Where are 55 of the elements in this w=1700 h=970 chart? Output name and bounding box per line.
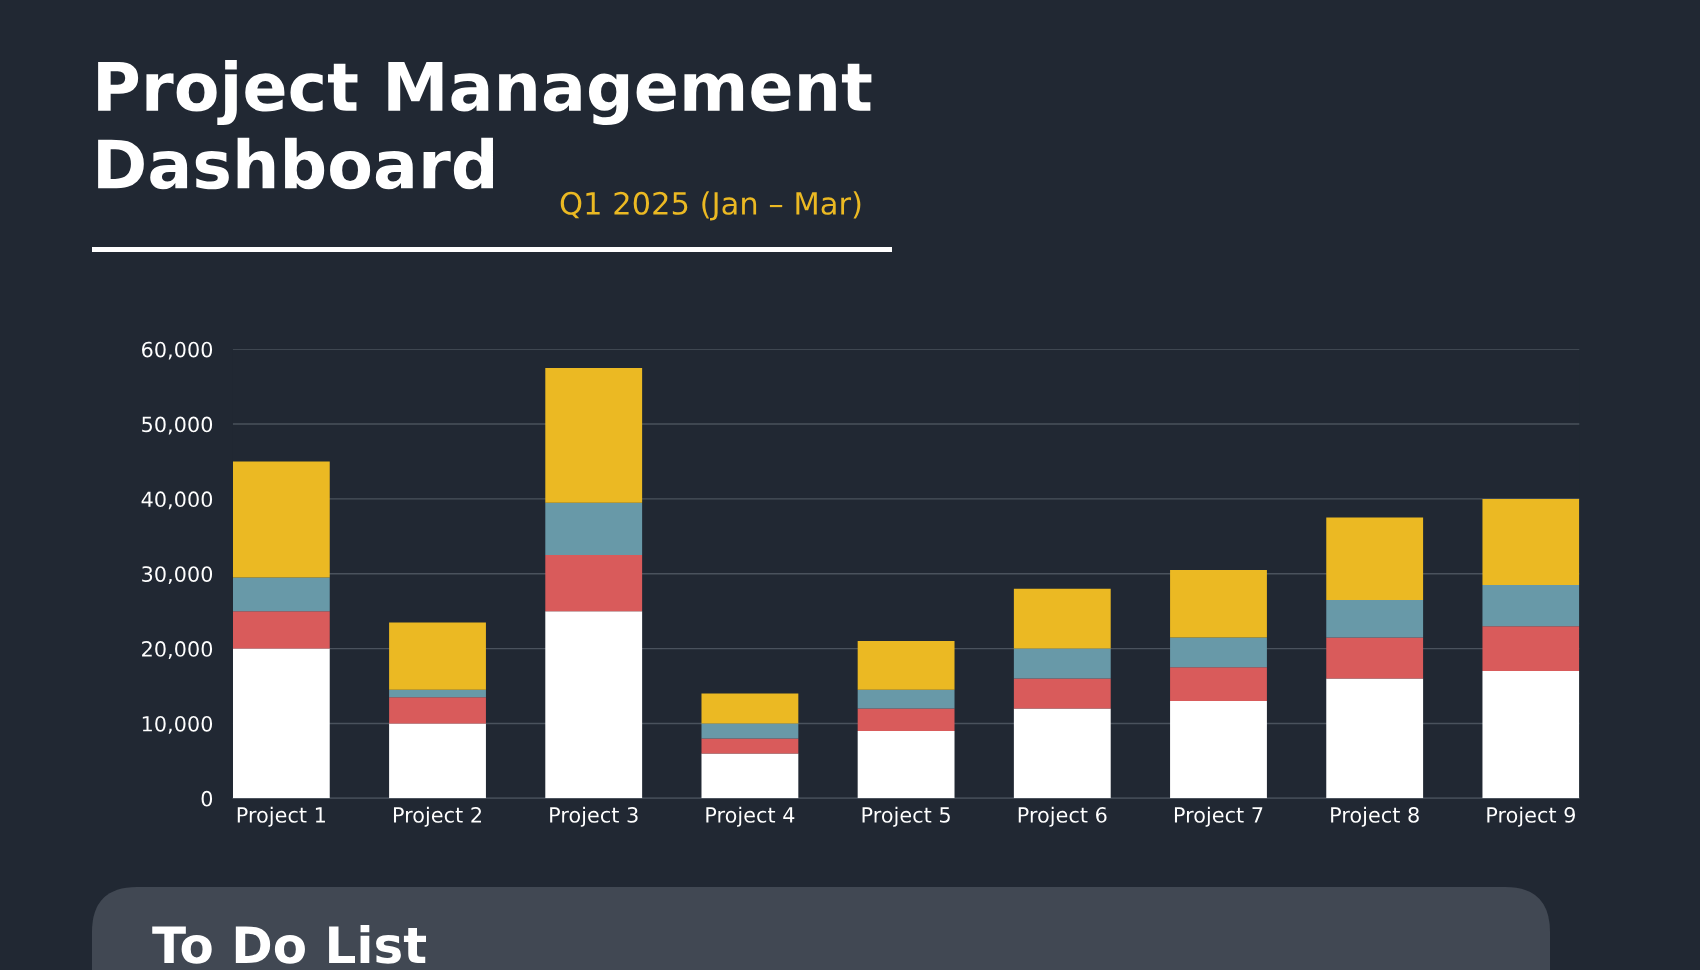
x-tick-label: Project 4: [706, 806, 795, 827]
bar: [1482, 671, 1580, 799]
x-tick-label: Project 8: [1331, 806, 1419, 827]
bar: [1170, 701, 1267, 799]
bar: [545, 367, 643, 503]
bar: [232, 461, 330, 578]
y-tick-label: 40,000: [141, 491, 213, 510]
x-tick-label: Project 3: [550, 806, 638, 827]
bar: [857, 730, 955, 799]
bar: [1326, 678, 1424, 799]
chart-subtitle: Q1 2025 (Jan – Mar): [560, 191, 861, 221]
y-tick-label: 30,000: [142, 566, 213, 585]
bar: [545, 555, 643, 612]
bar: [1013, 678, 1111, 709]
x-tick-label: Project 7: [1174, 806, 1263, 827]
x-tick-label: Project 1: [237, 806, 325, 827]
bar: [1013, 588, 1111, 649]
bar: [232, 577, 330, 612]
bar: [1013, 648, 1111, 679]
bar: [545, 611, 643, 799]
bar: [1482, 626, 1580, 672]
x-tick-label: Project 5: [862, 806, 950, 827]
bar: [1170, 637, 1267, 668]
y-tick-label: 50,000: [142, 416, 213, 435]
bar: [701, 738, 799, 754]
bar: [1170, 667, 1267, 701]
bar: [701, 693, 799, 724]
bar: [701, 753, 799, 799]
bar: [1326, 517, 1424, 600]
bar: [857, 641, 955, 690]
bar: [1013, 708, 1111, 799]
bar: [389, 697, 486, 724]
y-tick-label: 20,000: [142, 641, 213, 659]
bar: [857, 689, 955, 709]
bar: [389, 689, 486, 698]
bar: [545, 502, 643, 556]
bar: [1482, 498, 1580, 585]
y-tick-label: 60,000: [142, 341, 213, 360]
y-tick-label: 0: [201, 790, 213, 807]
y-tick-label: 10,000: [142, 715, 213, 734]
x-tick-label: Project 9: [1487, 806, 1575, 827]
bar: [389, 723, 486, 799]
bar: [701, 723, 799, 739]
text: To Do List: [152, 925, 427, 964]
bar: [232, 611, 330, 649]
bar: [1482, 584, 1580, 627]
chart-title: Project Management Dashboard: [98, 60, 872, 190]
bar: [1326, 599, 1424, 638]
x-tick-label: Project 6: [1018, 806, 1107, 827]
bar: [1326, 637, 1424, 679]
bar: [389, 622, 486, 690]
bar: [857, 708, 955, 731]
bar: [232, 648, 330, 799]
bar: [1170, 570, 1267, 638]
x-tick-label: Project 2: [393, 806, 481, 827]
